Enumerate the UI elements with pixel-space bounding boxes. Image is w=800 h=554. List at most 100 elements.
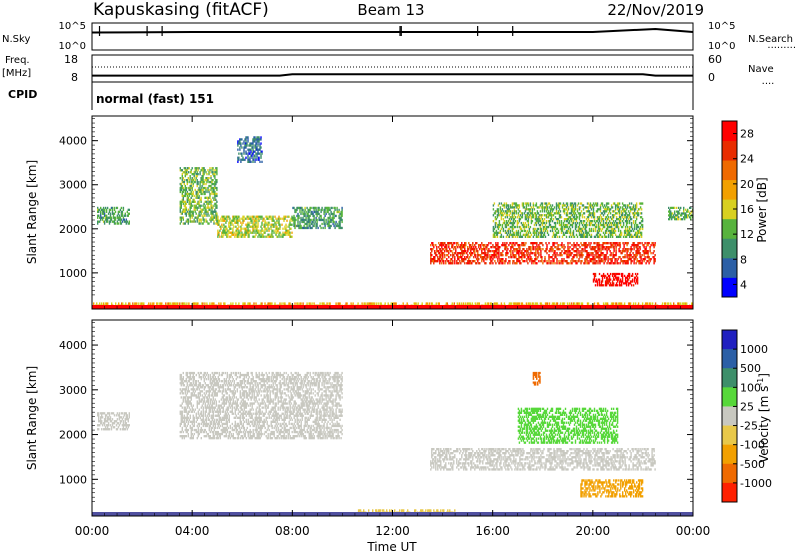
power-cell-9-336-0 (428, 302, 430, 305)
power-cell-6-7-2 (499, 206, 502, 209)
power-cell-9-303-0 (395, 302, 397, 305)
power-cell-1-10-11 (189, 188, 191, 192)
power-cell-5-15-9 (445, 260, 447, 263)
power-cell-6-149-11 (641, 223, 644, 227)
power-cell-6-14-14 (506, 229, 509, 233)
power-cell-6-16-10 (508, 221, 511, 225)
power-cell-5-2-9 (432, 260, 434, 263)
power-cell-2-34-5 (251, 225, 253, 228)
power-cell-5-66-3 (496, 248, 498, 251)
power-cell-6-40-2 (532, 206, 535, 209)
power-cell-6-68-7 (560, 216, 563, 219)
power-cell-6-4-4 (496, 210, 499, 213)
power-cell-1-0-5 (179, 177, 181, 180)
power-cell-6-130-11 (622, 223, 625, 227)
power-cell-2-29-5 (246, 225, 248, 228)
power-cell-6-33-0 (525, 202, 528, 205)
power-cell-5-162-10 (592, 262, 594, 265)
power-cell-1-20-12 (199, 190, 201, 194)
power-cell-1-3-2 (182, 171, 184, 174)
power-cell-9-90-0 (182, 302, 184, 305)
power-cell-4-14-3 (251, 142, 253, 145)
power-cell-5-223-7 (653, 256, 655, 259)
power-cell-3-35-2 (327, 210, 329, 214)
power-cell-5-34-8 (464, 258, 466, 261)
power-cell-0-5-3 (101, 212, 104, 215)
power-cell-2-40-4 (257, 223, 259, 226)
power-cell-6-10-10 (502, 221, 505, 225)
power-cell-6-123-8 (615, 218, 618, 221)
power-cell-6-144-11 (636, 223, 639, 227)
power-cell-7-13-6 (605, 284, 608, 287)
power-cell-6-40-15 (532, 231, 535, 234)
power-cell-6-10-8 (502, 218, 505, 221)
power-cell-5-79-10 (509, 262, 511, 265)
power-cell-2-40-3 (257, 221, 259, 224)
power-cell-1-32-8 (211, 182, 213, 186)
power-cell-5-83-9 (513, 260, 515, 263)
noise-left-tick-bottom: 10^0 (59, 41, 86, 52)
power-cell-3-27-4 (319, 214, 321, 218)
power-cell-0-24-0 (120, 206, 123, 210)
power-cell-6-110-12 (602, 225, 605, 229)
power-cell-5-26-6 (456, 254, 458, 257)
power-cell-1-17-20 (196, 206, 198, 209)
power-cell-2-43-10 (260, 235, 262, 238)
power-cell-3-5-0 (297, 206, 299, 210)
power-cell-6-136-10 (628, 221, 631, 225)
power-cell-5-51-3 (481, 248, 483, 251)
power-cell-7-6-6 (598, 284, 601, 287)
power-cell-6-64-10 (556, 221, 559, 225)
power-cell-1-35-25 (214, 216, 216, 219)
power-cell-4-2-5 (239, 146, 241, 149)
power-cell-5-163-0 (593, 242, 595, 245)
power-cell-5-157-9 (587, 260, 589, 263)
power-cell-7-41-4 (633, 280, 636, 283)
power-cell-6-95-4 (587, 210, 590, 213)
power-cell-6-125-12 (617, 225, 620, 229)
power-cell-6-101-7 (593, 216, 596, 219)
power-cell-6-16-13 (508, 227, 511, 231)
power-cell-2-55-5 (272, 225, 274, 228)
power-cell-6-18-12 (510, 225, 513, 229)
power-cell-9-100-0 (192, 302, 194, 305)
power-cell-2-30-6 (247, 227, 249, 230)
power-cell-5-102-2 (532, 246, 534, 249)
power-cell-5-27-5 (457, 252, 459, 255)
power-cell-6-32-8 (524, 218, 527, 221)
power-cell-1-34-19 (213, 204, 215, 207)
power-cell-5-13-5 (443, 252, 445, 255)
power-cell-6-20-2 (512, 206, 515, 209)
power-cell-5-141-10 (571, 262, 573, 265)
power-cell-2-73-6 (290, 227, 292, 230)
power-cell-1-16-15 (195, 196, 197, 199)
power-cell-2-74-1 (291, 217, 293, 220)
power-cell-6-9-12 (501, 225, 504, 229)
power-cell-5-34-0 (464, 242, 466, 245)
power-cell-1-34-11 (213, 188, 215, 192)
power-cell-5-126-5 (556, 252, 558, 255)
power-cell-5-42-3 (472, 248, 474, 251)
power-cell-5-166-1 (596, 244, 598, 247)
power-cell-6-109-0 (601, 202, 604, 205)
power-cell-4-16-0 (253, 136, 255, 139)
power-cell-4-12-11 (249, 158, 251, 161)
power-cell-5-76-2 (506, 246, 508, 249)
power-cell-0-20-7 (116, 220, 119, 223)
power-cell-2-13-3 (230, 221, 232, 224)
power-cell-3-0-0 (292, 206, 294, 210)
power-cell-5-0-7 (430, 256, 432, 259)
power-cell-6-118-15 (610, 231, 613, 234)
power-cell-6-76-12 (568, 225, 571, 229)
power-cell-5-145-4 (575, 250, 577, 253)
power-cell-6-33-11 (525, 223, 528, 227)
power-cell-9-231-0 (323, 302, 325, 305)
power-cell-1-7-8 (186, 182, 188, 186)
power-cell-6-139-3 (631, 208, 634, 211)
power-cell-6-119-10 (611, 221, 614, 225)
power-cell-6-101-6 (593, 214, 596, 217)
power-cell-2-25-2 (242, 219, 244, 222)
power-cell-3-37-9 (329, 224, 331, 228)
power-cell-5-172-1 (602, 244, 604, 247)
power-cell-6-11-9 (503, 220, 506, 223)
